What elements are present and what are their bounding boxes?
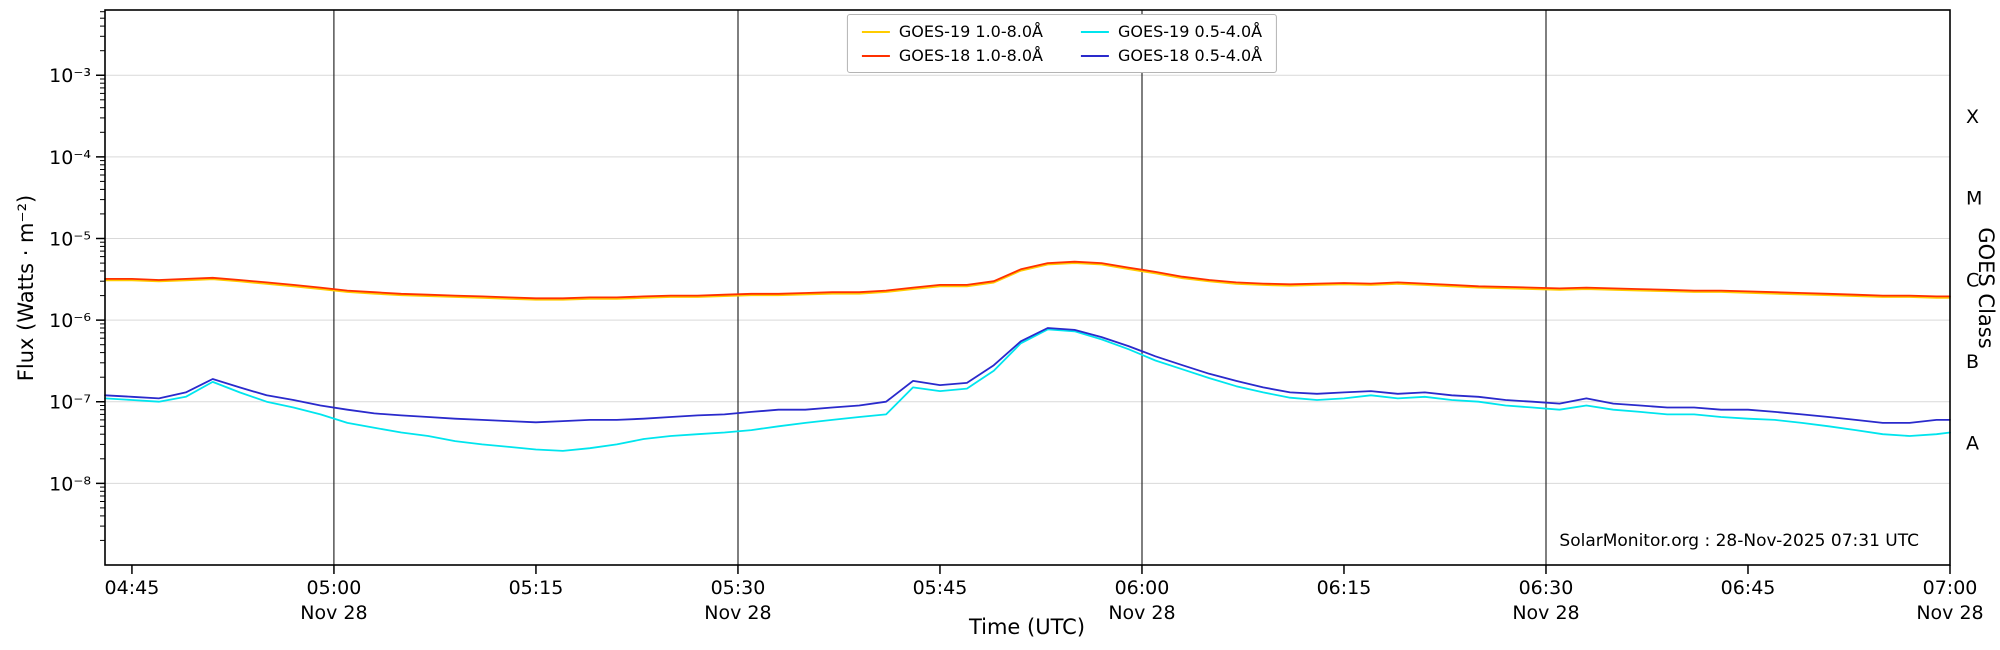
series-line-GOES-19 1.0-8.0Å <box>104 262 1951 301</box>
legend-line-sample-goes19-long-icon <box>861 30 890 33</box>
legend-line-sample-goes18-long-icon <box>861 54 890 57</box>
legend-item-goes18-short: GOES-18 0.5-4.0Å <box>1081 46 1262 65</box>
x-tick-label: 06:00 <box>1115 577 1170 599</box>
legend-label: GOES-19 0.5-4.0Å <box>1118 22 1263 41</box>
legend-line-sample-goes19-short-icon <box>1081 30 1109 33</box>
series-line-GOES-18 1.0-8.0Å <box>104 260 1951 300</box>
y-axis-label: Flux (Watts · m⁻²) <box>14 194 38 382</box>
x-date-label: Nov 28 <box>300 602 367 624</box>
goes-class-letter: C <box>1966 269 1979 291</box>
plot-border <box>104 9 1951 566</box>
goes-class-letter: A <box>1966 433 1979 455</box>
y-tick-label: 10⁻⁴ <box>49 147 91 169</box>
x-tick-label: 06:15 <box>1317 577 1372 599</box>
x-tick-label: 05:00 <box>307 577 362 599</box>
x-tick-label: 06:45 <box>1721 577 1776 599</box>
x-date-label: Nov 28 <box>1916 602 1983 624</box>
legend: GOES-19 1.0-8.0Å GOES-19 0.5-4.0Å GOES-1… <box>846 14 1278 73</box>
legend-item-goes19-short: GOES-19 0.5-4.0Å <box>1081 22 1262 41</box>
goes-class-letter: B <box>1966 351 1979 373</box>
y-tick-label: 10⁻⁸ <box>49 473 91 495</box>
x-date-label: Nov 28 <box>1108 602 1175 624</box>
goes-class-letter: X <box>1966 106 1979 128</box>
y-tick-label: 10⁻⁵ <box>49 228 91 250</box>
x-tick-label: 05:15 <box>509 577 564 599</box>
x-tick-label: 07:00 <box>1923 577 1978 599</box>
x-axis-label: Time (UTC) <box>968 615 1086 639</box>
series-line-GOES-19 0.5-4.0Å <box>104 328 1951 452</box>
x-tick-label: 04:45 <box>105 577 160 599</box>
series-line-GOES-18 0.5-4.0Å <box>104 327 1951 424</box>
watermark-text: SolarMonitor.org : 28-Nov-2025 07:31 UTC <box>1559 531 1919 551</box>
x-date-label: Nov 28 <box>704 602 771 624</box>
legend-item-goes19-long: GOES-19 1.0-8.0Å <box>861 22 1043 41</box>
y-tick-label: 10⁻⁶ <box>49 310 91 332</box>
x-tick-label: 05:30 <box>711 577 766 599</box>
x-date-label: Nov 28 <box>1512 602 1579 624</box>
legend-line-sample-goes18-short-icon <box>1081 54 1109 57</box>
x-tick-label: 05:45 <box>913 577 968 599</box>
goes-class-letter: M <box>1966 188 1982 210</box>
legend-label: GOES-19 1.0-8.0Å <box>898 22 1043 41</box>
x-tick-label: 06:30 <box>1519 577 1574 599</box>
y-tick-label: 10⁻³ <box>49 65 91 87</box>
legend-label: GOES-18 1.0-8.0Å <box>898 46 1043 65</box>
right-axis-label: GOES Class <box>1974 227 1998 349</box>
legend-label: GOES-18 0.5-4.0Å <box>1118 46 1263 65</box>
y-tick-label: 10⁻⁷ <box>49 392 91 414</box>
legend-item-goes18-long: GOES-18 1.0-8.0Å <box>861 46 1043 65</box>
